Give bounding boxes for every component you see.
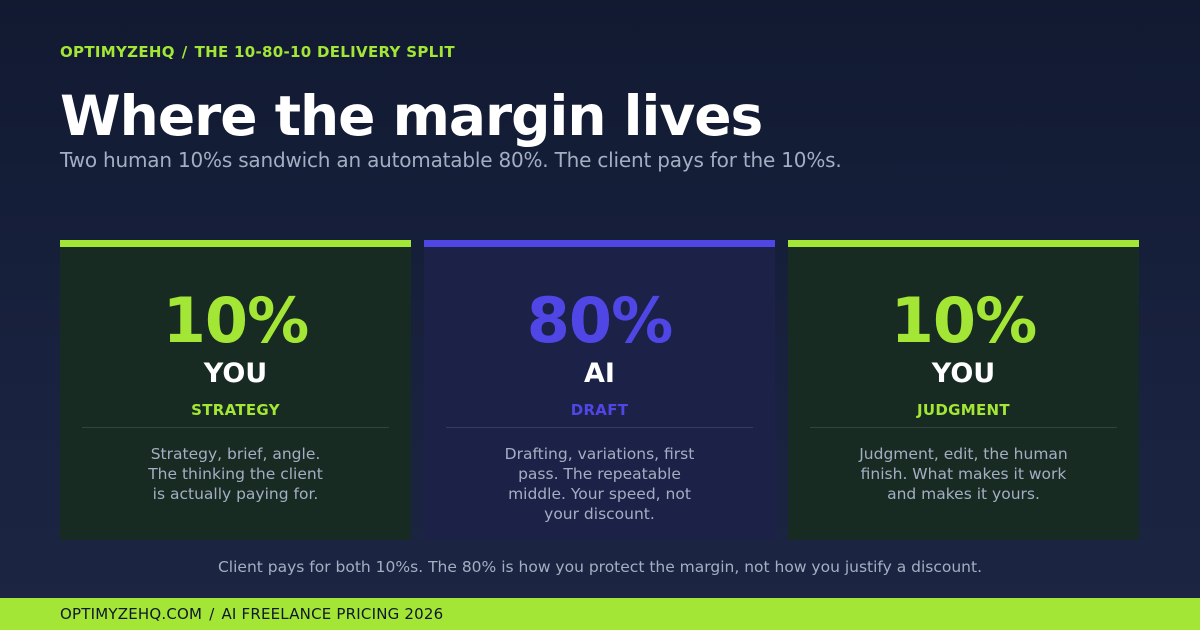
footer-label: AI FREELANCE PRICING 2026 [221, 605, 444, 623]
footer-separator: / [209, 605, 215, 623]
footer-text: OPTIMYZEHQ.COM / AI FREELANCE PRICING 2026 [60, 605, 443, 623]
card-divider [82, 427, 389, 428]
card-percent: 80% [526, 284, 673, 357]
card-percent: 10% [162, 284, 309, 357]
card-role: STRATEGY [191, 401, 280, 419]
card-role: JUDGMENT [917, 401, 1010, 419]
card-description: Strategy, brief, angle. The thinking the… [148, 445, 323, 503]
card-divider [446, 427, 753, 428]
kicker-separator: / [181, 43, 188, 61]
brand-name: OPTIMYZEHQ [60, 43, 175, 61]
page-title: Where the margin lives [60, 84, 763, 148]
page-subtitle: Two human 10%s sandwich an automatable 8… [60, 148, 842, 172]
footer-site: OPTIMYZEHQ.COM [60, 605, 203, 623]
card-role: DRAFT [570, 401, 629, 419]
header-kicker: OPTIMYZEHQ / THE 10-80-10 DELIVERY SPLIT [60, 43, 455, 61]
card-owner: YOU [203, 358, 268, 389]
card-owner: AI [584, 358, 615, 389]
card-owner: YOU [931, 358, 996, 389]
card-divider [810, 427, 1117, 428]
footnote: Client pays for both 10%s. The 80% is ho… [217, 558, 983, 576]
footer-bar: OPTIMYZEHQ.COM / AI FREELANCE PRICING 2026 [0, 598, 1200, 630]
card-strategy: 10% YOU STRATEGY Strategy, brief, angle.… [60, 240, 411, 540]
card-description: Judgment, edit, the human finish. What m… [859, 445, 1068, 503]
card-description: Drafting, variations, first pass. The re… [504, 445, 695, 523]
card-percent: 10% [890, 284, 1037, 357]
card-draft: 80% AI DRAFT Drafting, variations, first… [424, 240, 775, 540]
card-judgment: 10% YOU JUDGMENT Judgment, edit, the hum… [788, 240, 1139, 540]
section-name: THE 10-80-10 DELIVERY SPLIT [194, 43, 455, 61]
